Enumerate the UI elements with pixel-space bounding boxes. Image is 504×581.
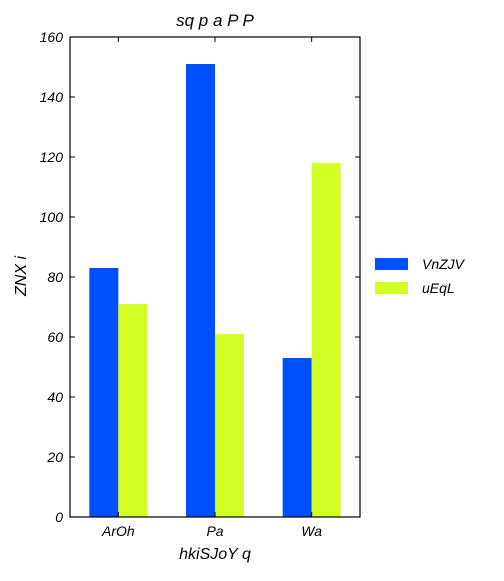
- legend-label-VnZJV: VnZJV: [422, 256, 466, 272]
- bar-VnZJV-Pa: [186, 64, 215, 517]
- x-tick-label: Wa: [301, 523, 322, 539]
- x-tick-label: ArOh: [101, 523, 135, 539]
- bar-uEqL-Wa: [311, 163, 341, 517]
- y-axis-title: ZNX i: [13, 256, 30, 297]
- y-tick-label: 80: [47, 269, 63, 285]
- bar-VnZJV-ArOh: [89, 268, 119, 517]
- plot-frame: [69, 36, 361, 518]
- legend: VnZJV uEqL: [375, 256, 466, 296]
- bar-VnZJV-Wa: [282, 358, 312, 517]
- y-tick-label: 20: [46, 449, 63, 465]
- legend-swatch-uEqL: [375, 282, 408, 294]
- y-tick-label: 120: [40, 149, 64, 165]
- y-tick-label: 0: [55, 509, 63, 525]
- bars-layer: [89, 64, 341, 517]
- legend-label-uEqL: uEqL: [422, 280, 455, 296]
- bar-uEqL-Pa: [215, 334, 244, 517]
- y-tick-label: 100: [40, 209, 64, 225]
- chart-title: sq p a P P: [176, 11, 254, 30]
- y-tick-label: 40: [47, 389, 63, 405]
- y-tick-label: 60: [47, 329, 63, 345]
- x-axis-title: hkiSJoY q: [179, 546, 251, 563]
- y-tick-label: 160: [40, 29, 64, 45]
- legend-swatch-VnZJV: [375, 258, 408, 270]
- x-tick-label: Pa: [206, 523, 223, 539]
- y-tick-label: 140: [40, 89, 64, 105]
- ticks-layer: 0 20 40 60 80 100 120 140 160 ArOh Pa Wa: [40, 29, 360, 539]
- bar-uEqL-ArOh: [118, 304, 148, 517]
